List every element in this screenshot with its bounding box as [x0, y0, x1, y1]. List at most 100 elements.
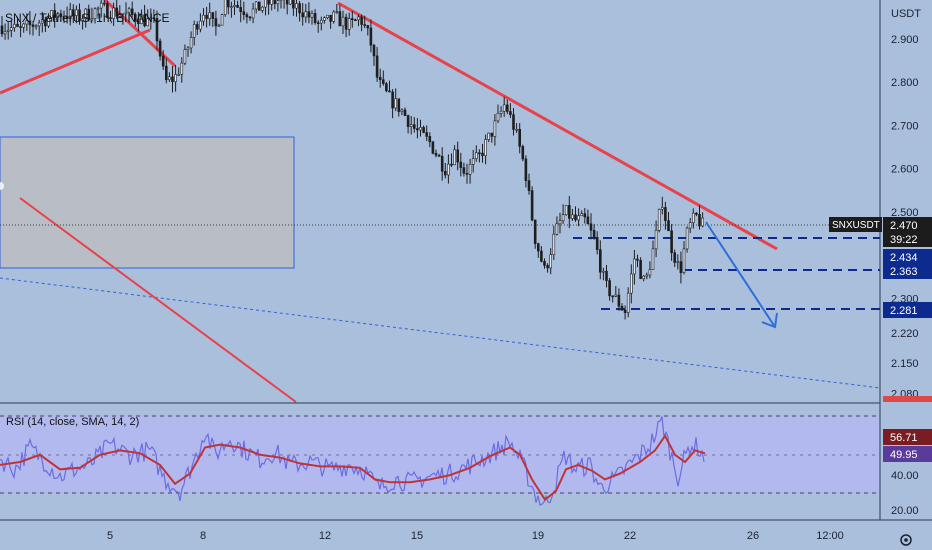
candle-body [183, 49, 187, 64]
candle-body [208, 12, 211, 19]
candle-body [223, 0, 227, 16]
candle-body [459, 161, 463, 168]
gear-icon[interactable] [900, 534, 912, 546]
candle-body [341, 16, 345, 27]
candle-body [682, 248, 686, 273]
candle-body [502, 104, 506, 112]
time-tick-26: 26 [747, 530, 759, 542]
candle-body [540, 250, 543, 262]
last-price-value: 2.470 [890, 220, 918, 232]
candle-body [161, 55, 165, 67]
trendline-lower[interactable] [19, 197, 297, 403]
candle-body [251, 8, 255, 19]
descending-trendline[interactable] [337, 1, 778, 251]
candle-body [31, 24, 35, 27]
candle-body [530, 190, 534, 221]
candle-body [350, 18, 354, 21]
candle-body [440, 155, 444, 172]
candle-body [68, 9, 72, 19]
rsi-ma-badge[interactable] [883, 429, 932, 445]
rsi-badge[interactable] [883, 446, 932, 462]
candle-body [146, 18, 149, 27]
price-tick-label: 2.700 [891, 120, 919, 132]
candle-body [0, 25, 4, 35]
candle-body [254, 1, 258, 10]
level-badge-2-value: 2.363 [890, 266, 918, 278]
candle-body [431, 141, 435, 154]
candle-body [196, 24, 199, 30]
arrow-head-icon [761, 312, 778, 329]
candle-body [53, 10, 57, 18]
candle-body [217, 24, 221, 27]
candle-body [620, 305, 624, 311]
candle-body [648, 269, 652, 276]
candle-body [239, 7, 242, 12]
candle-body [90, 18, 94, 21]
candle-body [422, 127, 425, 133]
candle-body [471, 158, 475, 165]
candle-body [447, 163, 450, 176]
candle-body [527, 180, 531, 191]
range-box[interactable] [0, 136, 295, 269]
candle-body [450, 163, 453, 166]
level-badge-3[interactable] [883, 302, 932, 318]
candle-body [270, 0, 274, 5]
candle-body [586, 216, 590, 225]
candle-body [558, 220, 562, 225]
candle-body [199, 20, 202, 30]
candle-body [75, 9, 78, 16]
candle-body [574, 214, 577, 221]
candle-body [72, 9, 75, 16]
candle-body [636, 258, 639, 261]
candle-body [106, 3, 109, 18]
candle-body [577, 215, 580, 221]
candle-body [546, 265, 549, 269]
candle-body [521, 146, 525, 160]
candle-body [639, 260, 642, 280]
candle-body [155, 18, 159, 42]
dotted-trendline[interactable] [0, 277, 881, 389]
chart-title: SNX / TetherUS, 1h, BINANCE [5, 11, 170, 25]
candle-body [701, 217, 704, 227]
candle-body [211, 12, 215, 19]
red-price-badge[interactable] [883, 396, 932, 402]
countdown-value: 39:22 [890, 234, 918, 246]
candle-body [134, 14, 137, 21]
price-tick-label: 2.500 [891, 207, 919, 219]
candle-body [406, 115, 410, 127]
price-tick-label: 2.220 [891, 328, 919, 340]
last-price-badge[interactable] [883, 217, 932, 247]
candle-body [496, 113, 500, 122]
trendline-upper-left[interactable] [0, 28, 151, 95]
candle-body [344, 16, 348, 30]
level-badge-2[interactable] [883, 263, 932, 279]
candle-body [633, 258, 636, 275]
drawing-handle[interactable] [0, 182, 4, 190]
candle-body [326, 14, 329, 18]
candle-body [40, 19, 44, 24]
candle-body [657, 208, 661, 231]
time-tick-1200: 12:00 [816, 530, 844, 542]
candle-body [667, 220, 670, 232]
candle-body [617, 294, 621, 307]
candle-body [140, 14, 143, 25]
candle-body [555, 223, 559, 235]
candle-body [561, 214, 565, 222]
candle-body [533, 219, 537, 244]
candle-body [434, 153, 438, 156]
candle-body [338, 11, 342, 27]
candle-body [127, 8, 131, 13]
projection-arrow[interactable] [705, 221, 776, 328]
candle-body [462, 167, 466, 174]
candle-body [81, 18, 84, 22]
candle-body [499, 110, 503, 114]
symbol-badge[interactable] [829, 217, 882, 232]
level-badge-1[interactable] [883, 249, 932, 265]
candle-body [474, 152, 478, 159]
candle-body [347, 18, 351, 30]
candle-body [109, 17, 112, 19]
price-tick-label: 2.800 [891, 77, 919, 89]
candle-body [13, 23, 16, 29]
candle-body [605, 270, 608, 281]
